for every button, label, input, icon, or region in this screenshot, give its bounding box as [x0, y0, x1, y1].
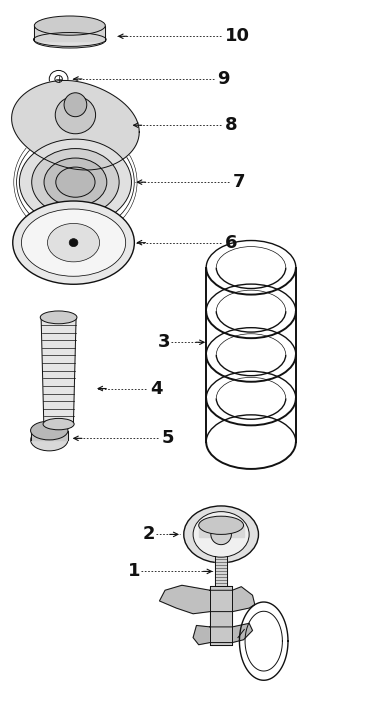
Text: 8: 8: [225, 116, 237, 134]
Ellipse shape: [64, 93, 87, 117]
Ellipse shape: [199, 516, 243, 535]
Ellipse shape: [31, 421, 68, 440]
Ellipse shape: [40, 311, 77, 324]
Ellipse shape: [13, 201, 134, 284]
Ellipse shape: [20, 139, 132, 225]
Text: 3: 3: [158, 333, 170, 352]
Ellipse shape: [69, 239, 78, 247]
Text: 5: 5: [161, 429, 174, 447]
Polygon shape: [159, 585, 255, 614]
Polygon shape: [199, 525, 243, 537]
Text: 10: 10: [225, 27, 250, 45]
Ellipse shape: [32, 148, 119, 216]
Ellipse shape: [43, 419, 74, 430]
Ellipse shape: [184, 506, 258, 563]
Ellipse shape: [34, 33, 105, 48]
Ellipse shape: [193, 512, 249, 557]
Text: 6: 6: [225, 234, 237, 252]
Ellipse shape: [21, 209, 126, 276]
Ellipse shape: [55, 76, 62, 83]
Polygon shape: [215, 555, 227, 585]
Text: 2: 2: [142, 525, 155, 543]
Text: 4: 4: [150, 379, 163, 398]
Text: 9: 9: [217, 70, 230, 88]
Ellipse shape: [31, 429, 68, 451]
Ellipse shape: [48, 223, 100, 262]
Text: 1: 1: [128, 563, 140, 580]
Ellipse shape: [211, 524, 231, 545]
Ellipse shape: [56, 167, 95, 198]
Polygon shape: [12, 81, 139, 170]
Polygon shape: [34, 26, 105, 41]
Polygon shape: [31, 431, 68, 440]
Polygon shape: [41, 317, 76, 424]
Text: 7: 7: [232, 173, 245, 191]
Polygon shape: [210, 585, 232, 645]
Ellipse shape: [49, 71, 68, 88]
Ellipse shape: [55, 96, 96, 134]
Ellipse shape: [44, 158, 107, 206]
Polygon shape: [193, 623, 252, 645]
Ellipse shape: [34, 16, 105, 35]
